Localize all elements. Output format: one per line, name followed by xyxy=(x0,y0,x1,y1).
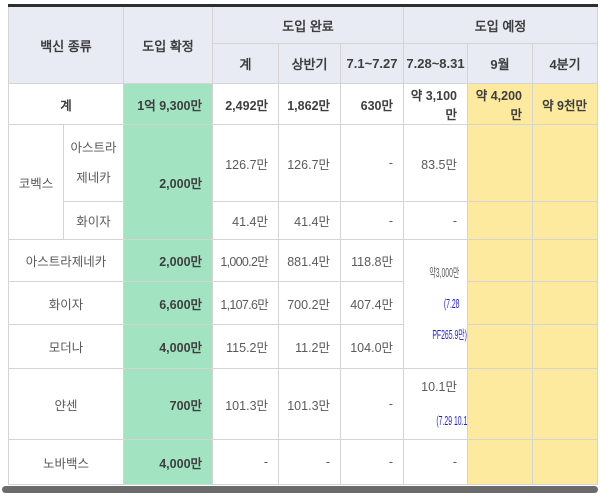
cell-pfizer-september xyxy=(467,281,534,325)
cell-az-first-half: 881.4만 xyxy=(278,239,342,282)
header-row-groups: 백신 종류 도입 확정 도입 완료 도입 예정 xyxy=(7,5,599,84)
header-sub-first-half: 상반기 xyxy=(278,43,342,84)
cell-covax-pfizer-cum: 41.4만 xyxy=(212,201,280,240)
cell-janssen-label: 얀센 xyxy=(7,368,125,440)
cell-total-jul1-27: 630만 xyxy=(340,83,405,125)
header-completed-group: 도입 완료 xyxy=(212,5,405,44)
cell-novavax-jul28-aug31: - xyxy=(403,439,469,485)
cell-novavax-cum: - xyxy=(212,439,280,485)
cell-covax-az-jul28-aug31: 83.5만 xyxy=(403,124,469,202)
header-row-sub: 계 상반기 7.1~7.27 7.28~8.31 9월 4분기 xyxy=(9,43,599,84)
merged-note-line3: PF265.9만) xyxy=(432,327,467,342)
cell-covax-pfizer-jul1-27: - xyxy=(340,201,405,240)
cell-janssen-first-half: 101.3만 xyxy=(278,368,342,440)
row-janssen: 얀센 700만 101.3만 101.3만 - 10.1만 (7.29 10.1… xyxy=(7,368,599,440)
row-novavax: 노바백스 4,000만 - - - - xyxy=(7,439,599,485)
header-vaccine-type: 백신 종류 xyxy=(7,5,125,84)
cell-total-first-half: 1,862만 xyxy=(278,83,342,125)
cell-total-q4: 약 9천만 xyxy=(532,83,599,125)
cell-novavax-label: 노바백스 xyxy=(7,439,125,485)
cell-covax-az-first-half: 126.7만 xyxy=(278,124,342,202)
cell-pfizer-confirmed: 6,600만 xyxy=(123,281,214,325)
cell-covax-pfizer-label: 화이자 xyxy=(62,201,125,240)
cell-novavax-jul1-27: - xyxy=(340,439,405,485)
cell-merged-jul28-aug31: 약3,000만 (7.28 PF265.9만) xyxy=(403,239,469,369)
cell-janssen-q4 xyxy=(532,368,599,440)
row-covax-astrazeneca: 코벡스 아스트라 제네카 2,000만 126.7만 126.7만 - 83.5… xyxy=(8,124,599,240)
cell-covax-az-jul1-27: - xyxy=(340,124,405,202)
cell-covax-pfizer-first-half: 41.4만 xyxy=(278,201,342,240)
header-sub-jul1-27: 7.1~7.27 xyxy=(340,43,405,84)
cell-covax-az-cum: 126.7만 xyxy=(212,124,280,202)
cell-novavax-q4 xyxy=(532,439,599,485)
row-pfizer: 화이자 6,600만 1,107.6만 700.2만 407.4만 xyxy=(7,281,599,325)
cell-pfizer-first-half: 700.2만 xyxy=(278,281,342,325)
cell-novavax-first-half: - xyxy=(278,439,342,485)
cell-total-jul28-aug31: 약 3,100만 xyxy=(403,83,469,125)
header-sub-jul28-aug31: 7.28~8.31 xyxy=(403,43,469,84)
cell-covax-label: 코벡스 xyxy=(8,124,64,240)
cell-covax-pfizer-jul28-aug31: - xyxy=(403,201,469,240)
cell-covax-az-september xyxy=(467,124,534,202)
merged-note-line2: (7.28 xyxy=(443,296,460,311)
cell-moderna-label: 모더나 xyxy=(7,324,125,369)
cell-total-confirmed: 1억 9,300만 xyxy=(123,83,214,125)
cell-janssen-confirmed: 700만 xyxy=(123,368,214,440)
cell-moderna-september xyxy=(467,324,534,369)
cell-az-jul1-27: 118.8만 xyxy=(340,239,405,282)
janssen-jul28-value: 10.1만 xyxy=(421,380,458,394)
header-confirmed: 도입 확정 xyxy=(123,5,214,84)
cell-pfizer-q4 xyxy=(532,281,599,325)
row-moderna: 모더나 4,000만 115.2만 11.2만 104.0만 xyxy=(7,324,599,369)
cell-az-q4 xyxy=(532,239,599,282)
cell-az-label: 아스트라제네카 xyxy=(7,239,125,282)
cell-janssen-jul28-aug31: 10.1만 (7.29 10.1만) xyxy=(403,368,469,440)
cell-pfizer-jul1-27: 407.4만 xyxy=(340,281,405,325)
cell-pfizer-cum: 1,107.6만 xyxy=(220,297,269,312)
header-sub-q4: 4분기 xyxy=(532,43,599,84)
cell-moderna-confirmed: 4,000만 xyxy=(123,324,214,369)
row-covax-pfizer: 화이자 41.4만 41.4만 - - xyxy=(9,201,599,240)
cell-total-cum: 2,492만 xyxy=(212,83,280,125)
row-astrazeneca: 아스트라제네카 2,000만 1,000.2만 881.4만 118.8만 약3… xyxy=(7,239,599,369)
cell-covax-pfizer-q4 xyxy=(532,201,599,240)
cell-az-september xyxy=(467,239,534,282)
cell-moderna-jul1-27: 104.0만 xyxy=(340,324,405,369)
cell-janssen-september xyxy=(467,368,534,440)
cell-total-september: 약 4,200만 xyxy=(467,83,534,125)
covax-az-label-line1: 아스트라 xyxy=(70,141,117,155)
header-planned-group: 도입 예정 xyxy=(403,5,599,44)
cell-moderna-cum: 115.2만 xyxy=(212,324,280,369)
cell-moderna-first-half: 11.2만 xyxy=(278,324,342,369)
covax-az-label-line2: 제네카 xyxy=(76,171,111,185)
horizontal-scrollbar-thumb[interactable] xyxy=(2,486,598,493)
cell-total-label: 계 xyxy=(7,83,125,125)
cell-az-confirmed: 2,000만 xyxy=(123,239,214,282)
cell-covax-az-q4 xyxy=(532,124,599,202)
cell-moderna-q4 xyxy=(532,324,599,369)
horizontal-scrollbar[interactable] xyxy=(0,485,600,493)
cell-covax-confirmed: 2,000만 xyxy=(123,124,214,240)
vaccine-import-table: 백신 종류 도입 확정 도입 완료 도입 예정 계 상반기 7.1~7.27 7… xyxy=(7,4,599,485)
cell-novavax-confirmed: 4,000만 xyxy=(123,439,214,485)
merged-note-line1: 약3,000만 xyxy=(429,265,460,280)
header-sub-total: 계 xyxy=(212,43,280,84)
cell-janssen-jul1-27: - xyxy=(340,368,405,440)
row-total: 계 1억 9,300만 2,492만 1,862만 630만 약 3,100만 … xyxy=(7,83,599,125)
cell-novavax-september xyxy=(467,439,534,485)
cell-janssen-cum: 101.3만 xyxy=(212,368,280,440)
cell-pfizer-label: 화이자 xyxy=(7,281,125,325)
cell-az-cum: 1,000.2만 xyxy=(220,255,269,269)
janssen-jul28-note: (7.29 10.1만) xyxy=(436,414,468,428)
cell-covax-az-label: 아스트라 제네카 xyxy=(62,124,125,202)
header-sub-september: 9월 xyxy=(467,43,534,84)
cell-covax-pfizer-september xyxy=(467,201,534,240)
